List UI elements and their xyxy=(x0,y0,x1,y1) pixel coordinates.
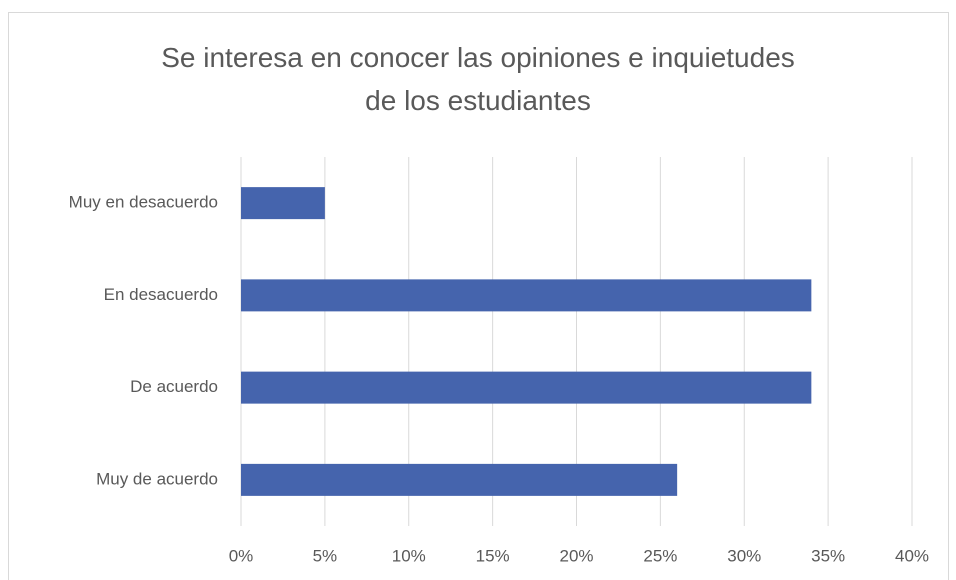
y-tick-label: En desacuerdo xyxy=(104,285,218,304)
x-tick-label: 40% xyxy=(895,546,929,565)
bar xyxy=(241,279,812,312)
x-tick-label: 20% xyxy=(559,546,593,565)
x-tick-label: 10% xyxy=(392,546,426,565)
x-tick-label: 5% xyxy=(313,546,338,565)
x-tick-label: 0% xyxy=(229,546,254,565)
y-tick-label: De acuerdo xyxy=(130,377,218,396)
chart-title: Se interesa en conocer las opiniones e i… xyxy=(161,42,795,116)
bar xyxy=(241,463,678,496)
y-tick-label: Muy de acuerdo xyxy=(96,469,218,488)
x-tick-label: 30% xyxy=(727,546,761,565)
chart-border xyxy=(8,12,949,580)
x-tick-label: 35% xyxy=(811,546,845,565)
x-tick-label: 25% xyxy=(643,546,677,565)
bar xyxy=(241,187,325,220)
y-tick-label: Muy en desacuerdo xyxy=(69,193,218,212)
bar xyxy=(241,371,812,404)
x-tick-label: 15% xyxy=(476,546,510,565)
